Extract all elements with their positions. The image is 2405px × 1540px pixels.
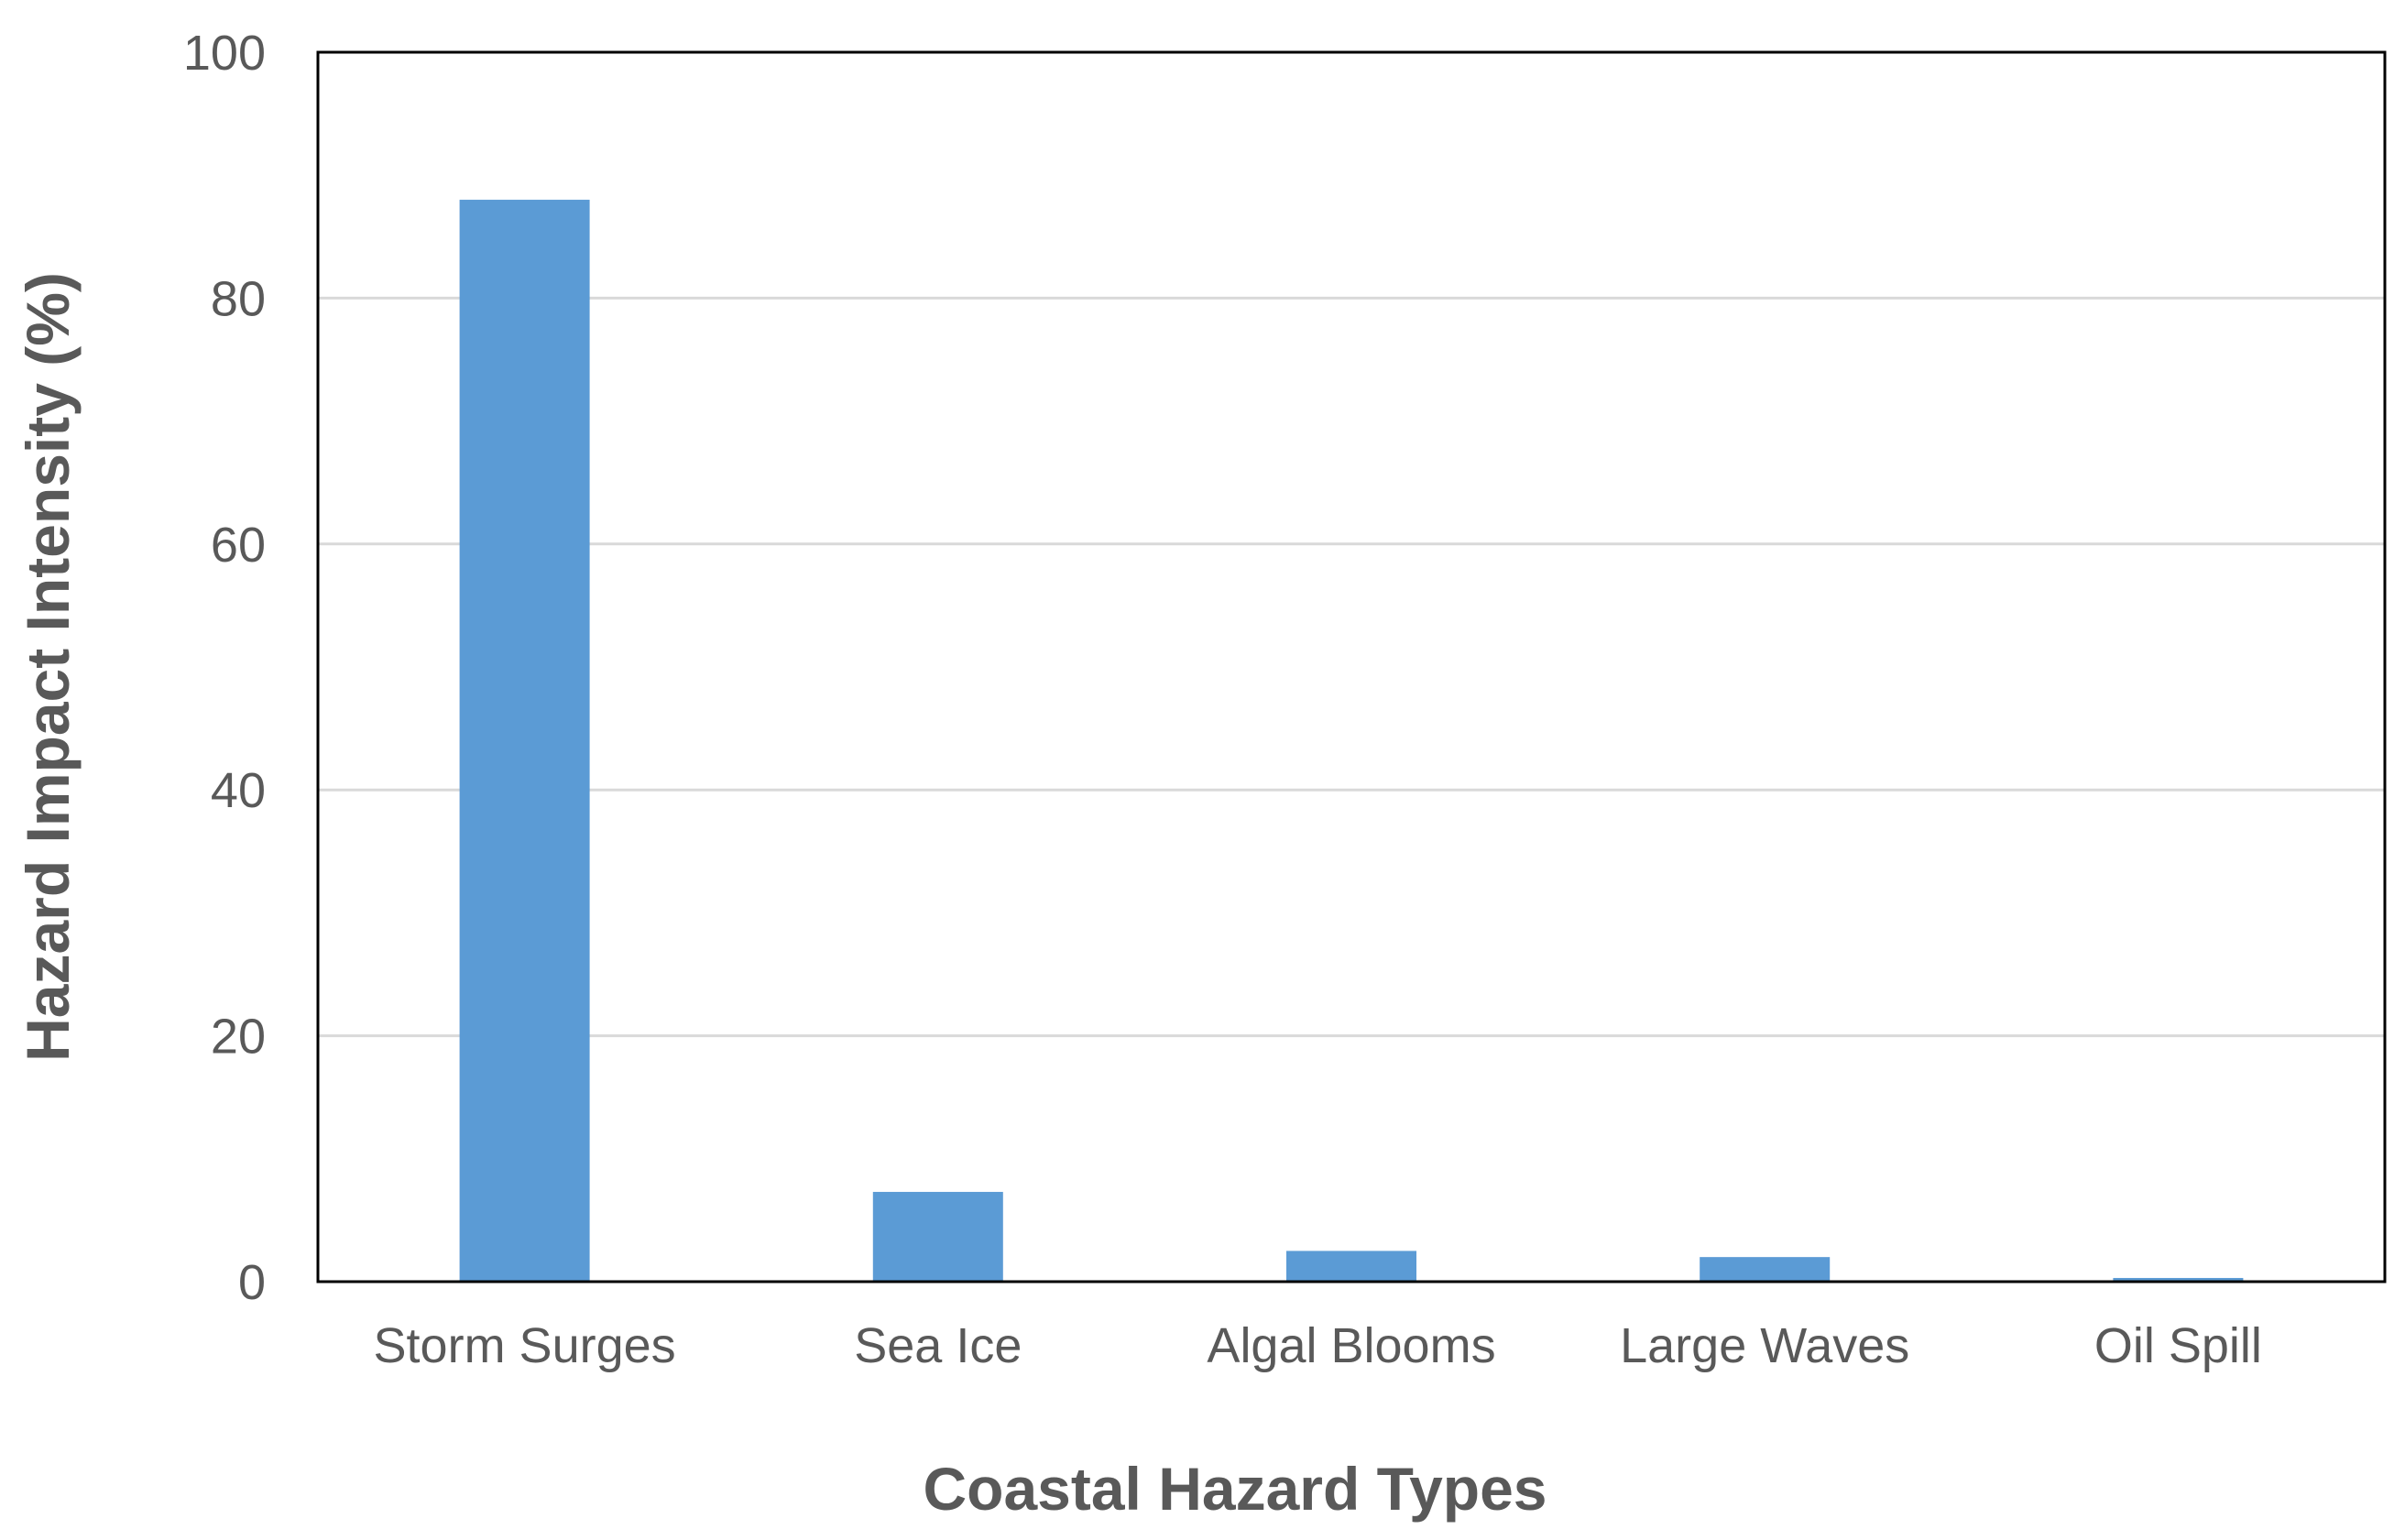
y-tick-label: 100 [183,26,266,81]
y-tick-label: 40 [211,763,266,818]
x-tick-label: Sea Ice [854,1318,1022,1373]
x-tick-label: Algal Blooms [1207,1318,1495,1373]
bars [459,200,2244,1282]
y-tick-label: 0 [238,1255,266,1310]
x-tick-label: Storm Surges [374,1318,676,1373]
bar-algal-blooms [1286,1251,1416,1282]
y-tick-label: 20 [211,1010,266,1065]
x-axis-title: Coastal Hazard Types [923,1455,1547,1523]
bar-large-waves [1700,1257,1831,1282]
y-tick-label: 60 [211,518,266,573]
y-tick-label: 80 [211,271,266,326]
plot-area-frame [316,50,2387,1283]
gridlines [318,296,2385,1038]
x-tick-label: Oil Spill [2094,1318,2262,1373]
bar-storm-surges [459,200,590,1282]
x-axis-ticks: Storm Surges Sea Ice Algal Blooms Large Wav… [374,1318,2262,1373]
y-axis-title: Hazard Impact Intensity (%) [14,272,82,1062]
y-axis-ticks: 0 20 40 60 80 100 [183,26,266,1310]
bar-oil-spill [2113,1277,2244,1282]
bar-sea-ice [872,1192,1003,1282]
x-tick-label: Large Waves [1620,1318,1909,1373]
